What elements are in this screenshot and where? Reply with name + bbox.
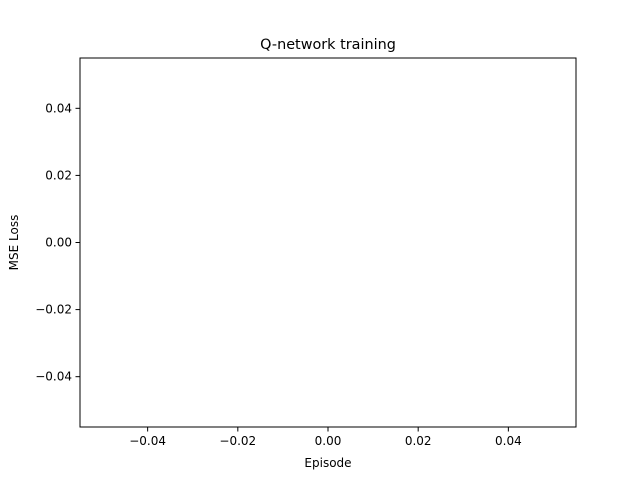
x-axis-ticks: −0.04 −0.02 0.00 0.02 0.04 <box>129 427 522 448</box>
x-tick-label: 0.02 <box>405 434 432 448</box>
plot-frame <box>79 57 577 428</box>
y-axis-ticks: −0.04 −0.02 0.00 0.02 0.04 <box>35 101 80 384</box>
chart-title: Q-network training <box>260 37 396 53</box>
x-tick-label: 0.00 <box>315 434 342 448</box>
x-tick-label: −0.02 <box>219 434 256 448</box>
y-tick-label: −0.04 <box>35 370 72 384</box>
x-axis-label: Episode <box>304 456 351 470</box>
x-tick-label: 0.04 <box>495 434 522 448</box>
y-tick-label: 0.00 <box>45 236 72 250</box>
x-tick-label: −0.04 <box>129 434 166 448</box>
y-axis-label: MSE Loss <box>7 215 21 271</box>
y-tick-label: 0.04 <box>45 101 72 115</box>
y-tick-label: 0.02 <box>45 168 72 182</box>
y-tick-label: −0.02 <box>35 303 72 317</box>
